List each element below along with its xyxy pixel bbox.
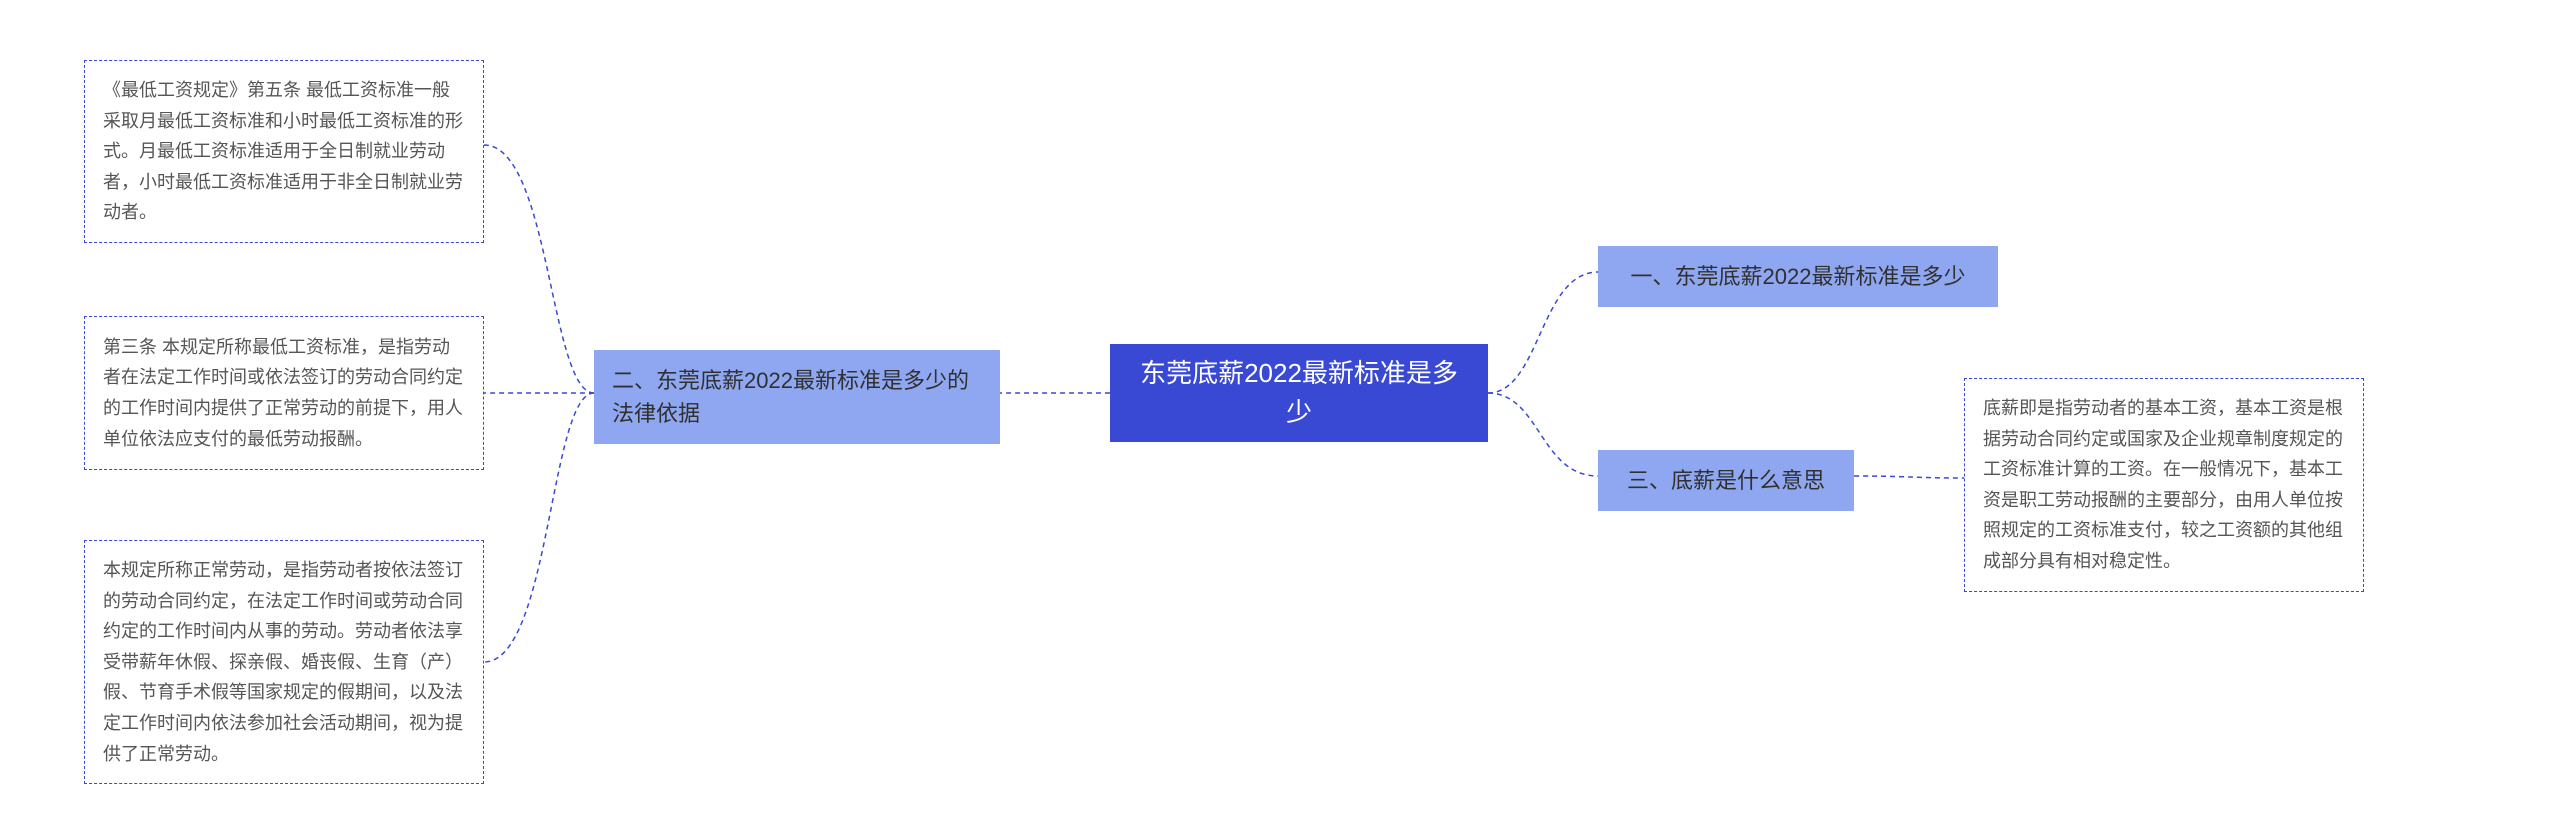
- root-label: 东莞底薪2022最新标准是多少: [1134, 354, 1464, 432]
- leaf-node-2: 第三条 本规定所称最低工资标准，是指劳动者在法定工作时间或依法签订的劳动合同约定…: [84, 316, 484, 470]
- branch-node-1: 一、东莞底薪2022最新标准是多少: [1598, 246, 1998, 307]
- branch-node-2: 二、东莞底薪2022最新标准是多少的法律依据: [594, 350, 1000, 444]
- mindmap-root: 东莞底薪2022最新标准是多少: [1110, 344, 1488, 442]
- leaf-label: 第三条 本规定所称最低工资标准，是指劳动者在法定工作时间或依法签订的劳动合同约定…: [103, 332, 465, 454]
- leaf-label: 本规定所称正常劳动，是指劳动者按依法签订的劳动合同约定，在法定工作时间或劳动合同…: [103, 555, 465, 769]
- leaf-label: 底薪即是指劳动者的基本工资，基本工资是根据劳动合同约定或国家及企业规章制度规定的…: [1983, 393, 2345, 577]
- leaf-node-4: 底薪即是指劳动者的基本工资，基本工资是根据劳动合同约定或国家及企业规章制度规定的…: [1964, 378, 2364, 592]
- leaf-node-1: 《最低工资规定》第五条 最低工资标准一般采取月最低工资标准和小时最低工资标准的形…: [84, 60, 484, 243]
- leaf-node-3: 本规定所称正常劳动，是指劳动者按依法签订的劳动合同约定，在法定工作时间或劳动合同…: [84, 540, 484, 784]
- branch-node-3: 三、底薪是什么意思: [1598, 450, 1854, 511]
- leaf-label: 《最低工资规定》第五条 最低工资标准一般采取月最低工资标准和小时最低工资标准的形…: [103, 75, 465, 228]
- branch-label: 三、底薪是什么意思: [1627, 464, 1825, 497]
- branch-label: 二、东莞底薪2022最新标准是多少的法律依据: [612, 364, 982, 430]
- branch-label: 一、东莞底薪2022最新标准是多少: [1631, 260, 1966, 293]
